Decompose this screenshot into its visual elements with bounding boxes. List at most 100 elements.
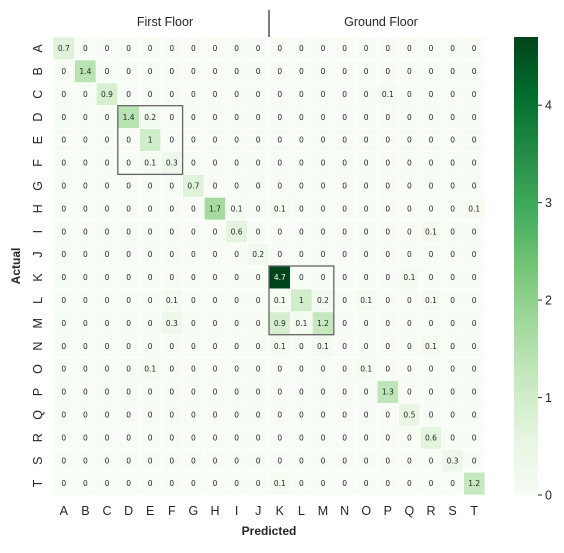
cell-value-label: 0	[105, 273, 110, 282]
cell-value-label: 0	[407, 159, 412, 168]
cell-value-label: 0	[169, 410, 174, 419]
cell-value-label: 0	[105, 479, 110, 488]
cell-value-label: 0	[148, 388, 153, 397]
cell-value-label: 1.2	[317, 319, 329, 328]
cell-value-label: 0	[169, 456, 174, 465]
cell-value-label: 0	[213, 250, 218, 259]
cell-value-label: 0	[256, 410, 261, 419]
y-tick-label: E	[31, 136, 45, 144]
cell-value-label: 0	[385, 342, 390, 351]
cell-value-label: 0	[105, 113, 110, 122]
cell-value-label: 0	[342, 250, 347, 259]
cell-value-label: 0	[277, 44, 282, 53]
cell-value-label: 0	[385, 181, 390, 190]
cell-value-label: 0	[277, 159, 282, 168]
cell-value-label: 0.1	[425, 296, 437, 305]
cell-value-label: 0	[213, 136, 218, 145]
cell-value-label: 0	[342, 319, 347, 328]
cell-value-label: 0	[472, 113, 477, 122]
cell-value-label: 1	[299, 296, 304, 305]
cell-value-label: 0	[450, 113, 455, 122]
cell-value-label: 0	[429, 44, 434, 53]
cell-value-label: 0	[61, 273, 66, 282]
cell-value-label: 0	[105, 181, 110, 190]
cell-value-label: 0.2	[144, 113, 156, 122]
cell-value-label: 0	[472, 296, 477, 305]
x-tick-label: T	[470, 504, 478, 518]
group-label-ground-floor: Ground Floor	[344, 15, 418, 29]
cell-value-label: 0	[450, 365, 455, 374]
cell-value-label: 0	[61, 113, 66, 122]
y-tick-label: N	[31, 342, 45, 351]
cell-value-label: 0	[148, 181, 153, 190]
cell-value-label: 0	[61, 67, 66, 76]
cell-value-label: 0	[321, 67, 326, 76]
y-tick-label: D	[31, 113, 45, 122]
cell-value-label: 0	[321, 433, 326, 442]
cell-value-label: 0	[105, 342, 110, 351]
x-tick-label: A	[60, 504, 69, 518]
cell-value-label: 0	[342, 113, 347, 122]
x-tick-label: P	[384, 504, 392, 518]
cell-value-label: 0	[385, 479, 390, 488]
cell-value-label: 0	[148, 433, 153, 442]
cell-value-label: 1.2	[468, 479, 480, 488]
y-tick-label: L	[31, 297, 45, 304]
cell-value-label: 0	[83, 319, 88, 328]
cell-value-label: 0	[256, 388, 261, 397]
cell-value-label: 0	[364, 159, 369, 168]
cell-value-label: 0	[126, 90, 131, 99]
cell-value-label: 0	[191, 250, 196, 259]
cell-value-label: 0	[61, 388, 66, 397]
cell-value-label: 0	[472, 44, 477, 53]
cell-value-label: 0	[234, 113, 239, 122]
cell-value-label: 0	[169, 250, 174, 259]
cell-value-label: 0.6	[231, 227, 243, 236]
cell-value-label: 0	[429, 410, 434, 419]
cell-value-label: 0	[450, 410, 455, 419]
cell-value-label: 0	[450, 67, 455, 76]
cell-value-label: 0	[126, 67, 131, 76]
cell-value-label: 0	[450, 204, 455, 213]
cell-value-label: 0	[364, 204, 369, 213]
cell-value-label: 0	[429, 159, 434, 168]
cell-value-label: 0	[321, 456, 326, 465]
x-tick-label: J	[255, 504, 261, 518]
cell-value-label: 0	[191, 433, 196, 442]
cell-value-label: 0	[126, 342, 131, 351]
cell-value-label: 0	[385, 227, 390, 236]
cell-value-label: 0	[61, 456, 66, 465]
cell-value-label: 0	[256, 433, 261, 442]
cell-value-label: 0	[472, 250, 477, 259]
group-header: First Floor Ground Floor	[137, 10, 418, 37]
cell-value-label: 0	[450, 90, 455, 99]
cell-value-label: 0	[234, 319, 239, 328]
cell-value-label: 0	[105, 365, 110, 374]
cell-value-label: 0	[385, 456, 390, 465]
cell-value-label: 0	[429, 365, 434, 374]
x-tick-label: G	[189, 504, 199, 518]
cell-value-label: 0	[213, 319, 218, 328]
cell-value-label: 0	[385, 319, 390, 328]
cell-value-label: 0.7	[58, 44, 70, 53]
cell-value-label: 0	[407, 136, 412, 145]
y-tick-label: T	[31, 479, 45, 487]
cell-value-label: 0	[321, 136, 326, 145]
cell-value-label: 0.1	[468, 204, 480, 213]
cell-value-label: 0	[450, 136, 455, 145]
cell-value-label: 0	[299, 44, 304, 53]
cell-value-label: 0	[364, 479, 369, 488]
cell-value-label: 0	[213, 273, 218, 282]
cell-value-label: 0	[83, 365, 88, 374]
cell-value-label: 0	[342, 227, 347, 236]
cell-value-label: 0	[256, 342, 261, 351]
cell-value-label: 0	[342, 44, 347, 53]
cell-value-label: 0	[213, 479, 218, 488]
cell-value-label: 0	[299, 410, 304, 419]
cell-value-label: 0	[234, 342, 239, 351]
cell-value-label: 0	[450, 159, 455, 168]
cell-value-label: 0	[256, 227, 261, 236]
cell-value-label: 0	[234, 410, 239, 419]
cell-value-label: 0	[450, 227, 455, 236]
cell-value-label: 0	[169, 273, 174, 282]
